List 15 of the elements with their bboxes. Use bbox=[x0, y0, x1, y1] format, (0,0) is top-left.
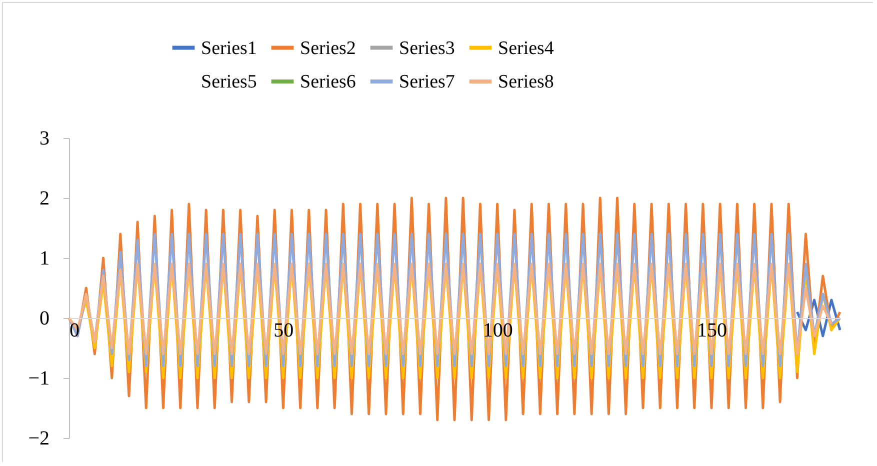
text: Series5 bbox=[201, 72, 257, 92]
y-tick-label: 1 bbox=[40, 248, 50, 270]
legend-label: Series6 bbox=[300, 72, 356, 92]
y-tick-label: −2 bbox=[28, 428, 50, 450]
y-tick-label: 2 bbox=[40, 188, 50, 210]
line-series bbox=[68, 262, 833, 356]
legend-label: Series4 bbox=[498, 38, 554, 59]
legend-label: Series1 bbox=[201, 38, 257, 59]
legend-label: Series2 bbox=[300, 38, 356, 59]
y-tick-label: 3 bbox=[40, 128, 50, 150]
y-tick-label: −1 bbox=[28, 368, 50, 390]
legend-label: Series3 bbox=[399, 38, 455, 59]
x-tick-label: 0 bbox=[70, 320, 80, 342]
legend-label: Series8 bbox=[498, 72, 554, 92]
legend-label: Series7 bbox=[399, 72, 455, 92]
